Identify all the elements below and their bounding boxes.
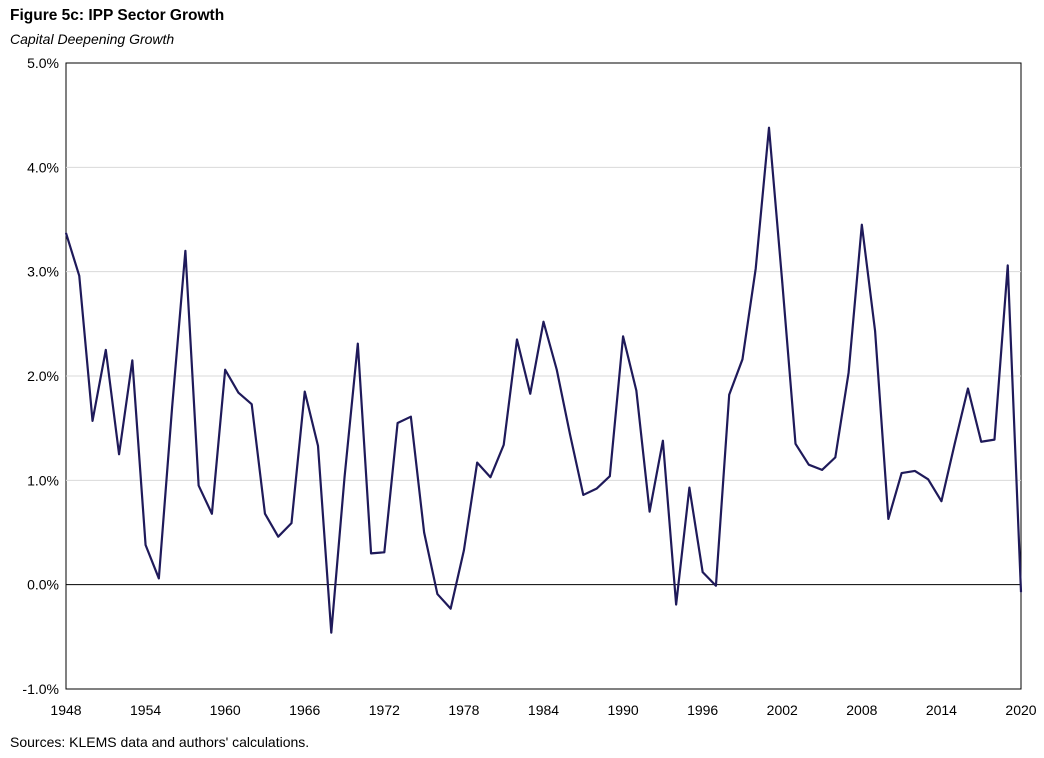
data-point	[198, 485, 200, 487]
data-point	[291, 522, 293, 524]
data-point	[888, 518, 890, 520]
x-tick-label: 2020	[1005, 702, 1036, 718]
y-tick-label: 4.0%	[27, 159, 59, 175]
data-point	[543, 321, 545, 323]
data-point	[171, 407, 173, 409]
data-point	[503, 444, 505, 446]
y-tick-label: 5.0%	[27, 55, 59, 71]
data-point	[980, 441, 982, 443]
data-point	[330, 632, 332, 634]
data-point	[476, 462, 478, 464]
data-point	[224, 369, 226, 371]
data-point	[65, 232, 67, 234]
data-point	[742, 359, 744, 361]
data-point	[781, 281, 783, 283]
y-tick-label: 1.0%	[27, 472, 59, 488]
data-point	[410, 416, 412, 418]
data-point	[689, 487, 691, 489]
data-point	[636, 390, 638, 392]
data-point	[185, 250, 187, 252]
y-tick-label: -1.0%	[22, 681, 59, 697]
source-note: Sources: KLEMS data and authors' calcula…	[10, 734, 309, 750]
x-tick-label: 1948	[50, 702, 81, 718]
data-point	[132, 360, 134, 362]
data-point	[582, 494, 584, 496]
data-point	[835, 457, 837, 459]
x-tick-label: 1972	[369, 702, 400, 718]
data-point	[1020, 591, 1022, 593]
x-axis-ticks: 1948 1954 1960 1966 1972 1978 1984 1990 1996 2002…	[50, 702, 1036, 718]
data-point	[927, 478, 929, 480]
x-tick-label: 1990	[608, 702, 639, 718]
data-point	[105, 349, 107, 351]
data-point	[914, 470, 916, 472]
data-point	[145, 544, 147, 546]
data-point	[649, 511, 651, 513]
data-point	[808, 464, 810, 466]
data-point	[795, 443, 797, 445]
data-point	[490, 476, 492, 478]
data-point	[768, 127, 770, 129]
data-point	[728, 394, 730, 396]
data-point	[78, 275, 80, 277]
data-point	[211, 513, 213, 515]
data-point	[874, 330, 876, 332]
data-point	[609, 475, 611, 477]
x-tick-label: 2002	[767, 702, 798, 718]
series-layer	[65, 127, 1022, 634]
x-tick-label: 1966	[289, 702, 320, 718]
data-point	[304, 391, 306, 393]
x-tick-label: 2008	[846, 702, 877, 718]
data-point	[118, 453, 120, 455]
data-point	[317, 445, 319, 447]
data-point	[861, 224, 863, 226]
data-point	[397, 422, 399, 424]
data-point	[967, 388, 969, 390]
data-point	[238, 392, 240, 394]
y-tick-label: 3.0%	[27, 264, 59, 280]
data-point	[370, 553, 372, 555]
data-point	[357, 343, 359, 345]
data-point	[529, 393, 531, 395]
data-point	[848, 372, 850, 374]
x-tick-label: 1960	[210, 702, 241, 718]
data-point	[251, 403, 253, 405]
data-point	[423, 532, 425, 534]
data-point	[569, 434, 571, 436]
series-line	[66, 128, 1021, 633]
data-point	[450, 608, 452, 610]
x-tick-label: 1984	[528, 702, 559, 718]
data-point	[941, 500, 943, 502]
x-tick-label: 1954	[130, 702, 161, 718]
data-point	[437, 593, 439, 595]
x-tick-label: 2014	[926, 702, 957, 718]
data-point	[277, 536, 279, 538]
data-point	[821, 469, 823, 471]
data-point	[264, 513, 266, 515]
data-point	[622, 336, 624, 338]
data-point	[1007, 265, 1009, 267]
data-point	[954, 443, 956, 445]
data-point	[596, 488, 598, 490]
y-tick-label: 0.0%	[27, 577, 59, 593]
data-point	[463, 549, 465, 551]
data-point	[344, 476, 346, 478]
x-tick-label: 1978	[448, 702, 479, 718]
data-point	[92, 420, 94, 422]
data-point	[675, 604, 677, 606]
data-point	[516, 339, 518, 341]
y-axis-ticks: -1.0% 0.0% 1.0% 2.0% 3.0% 4.0% 5.0%	[22, 55, 59, 697]
data-point	[702, 571, 704, 573]
data-point	[901, 472, 903, 474]
x-tick-label: 1996	[687, 702, 718, 718]
data-point	[384, 552, 386, 554]
data-point	[755, 268, 757, 270]
y-tick-label: 2.0%	[27, 368, 59, 384]
data-point	[715, 585, 717, 587]
data-point	[662, 440, 664, 442]
data-point	[556, 369, 558, 371]
data-point	[158, 578, 160, 580]
data-point	[994, 439, 996, 441]
